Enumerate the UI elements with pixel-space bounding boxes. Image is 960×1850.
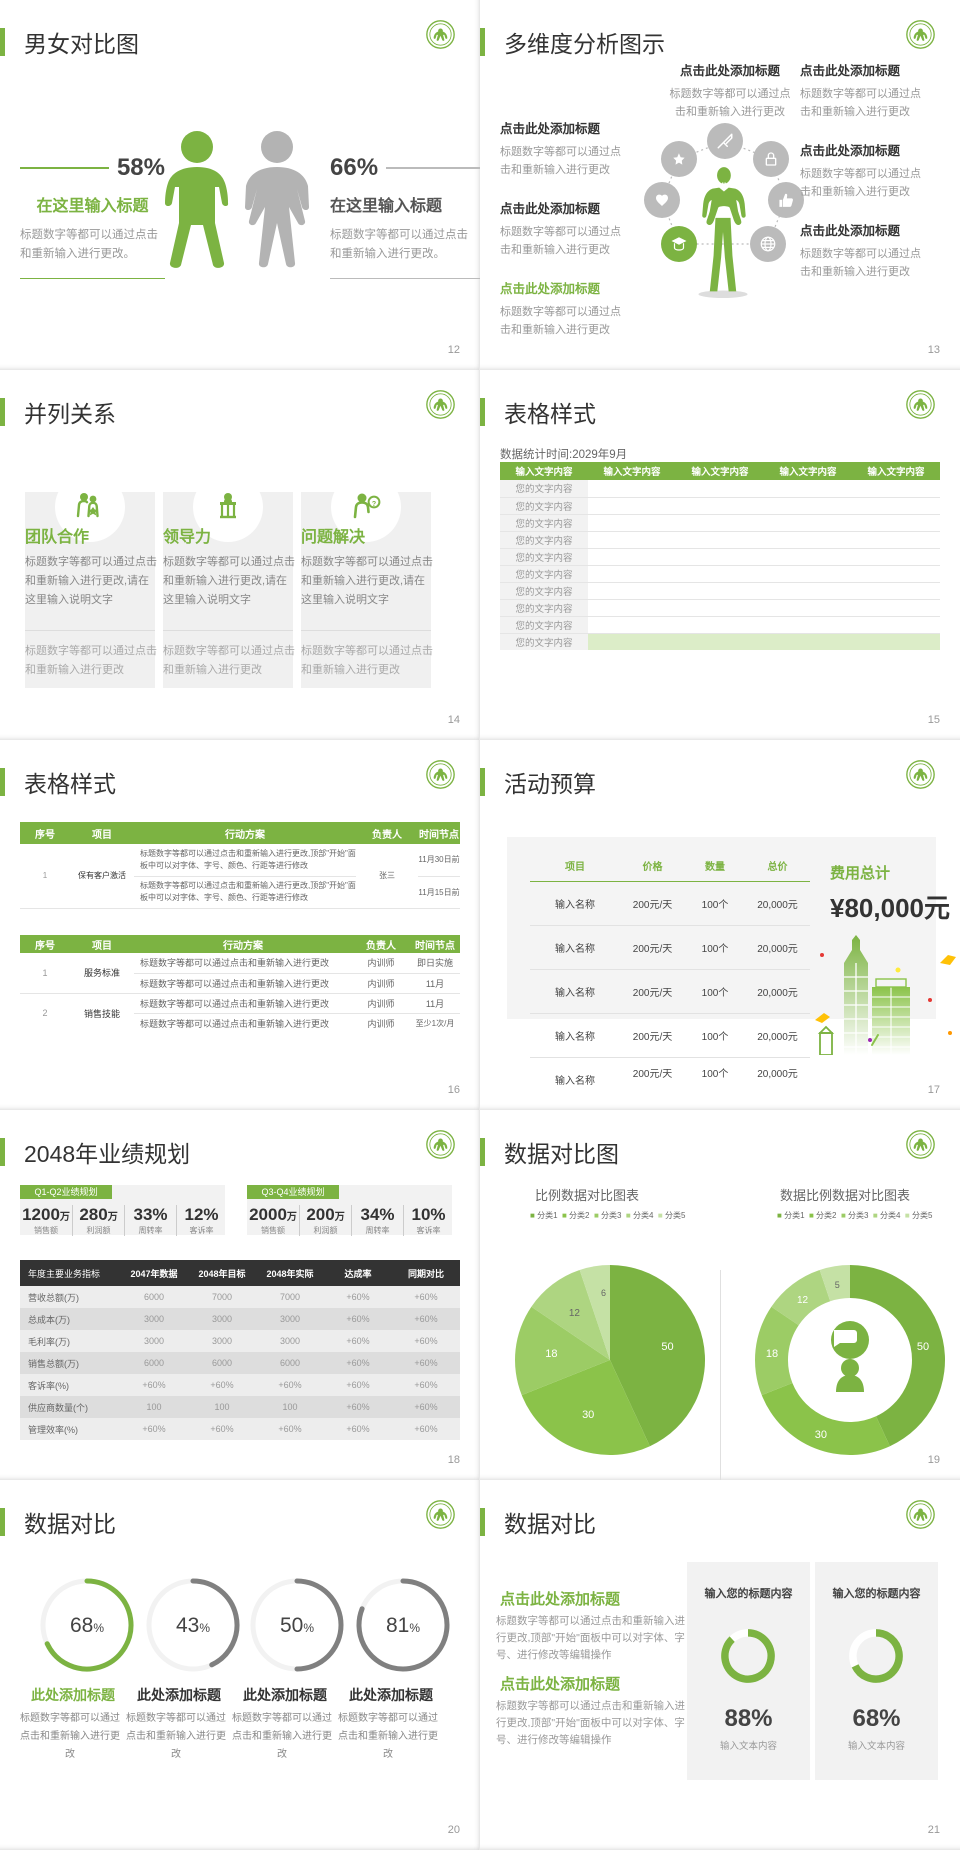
svg-text:6: 6 — [601, 1288, 606, 1298]
svg-text:12: 12 — [797, 1295, 809, 1306]
svg-text:50: 50 — [661, 1341, 673, 1353]
svg-text:30: 30 — [815, 1429, 827, 1441]
svg-text:18: 18 — [545, 1348, 557, 1360]
svg-text:30: 30 — [582, 1409, 594, 1421]
svg-text:5: 5 — [835, 1280, 840, 1290]
svg-text:50: 50 — [917, 1341, 929, 1353]
svg-text:68%: 68% — [70, 1614, 104, 1637]
svg-text:?: ? — [372, 501, 376, 508]
svg-text:12: 12 — [569, 1308, 581, 1319]
svg-text:81%: 81% — [386, 1614, 420, 1637]
svg-text:18: 18 — [766, 1348, 778, 1360]
svg-text:50%: 50% — [280, 1614, 314, 1637]
svg-text:43%: 43% — [176, 1614, 210, 1637]
